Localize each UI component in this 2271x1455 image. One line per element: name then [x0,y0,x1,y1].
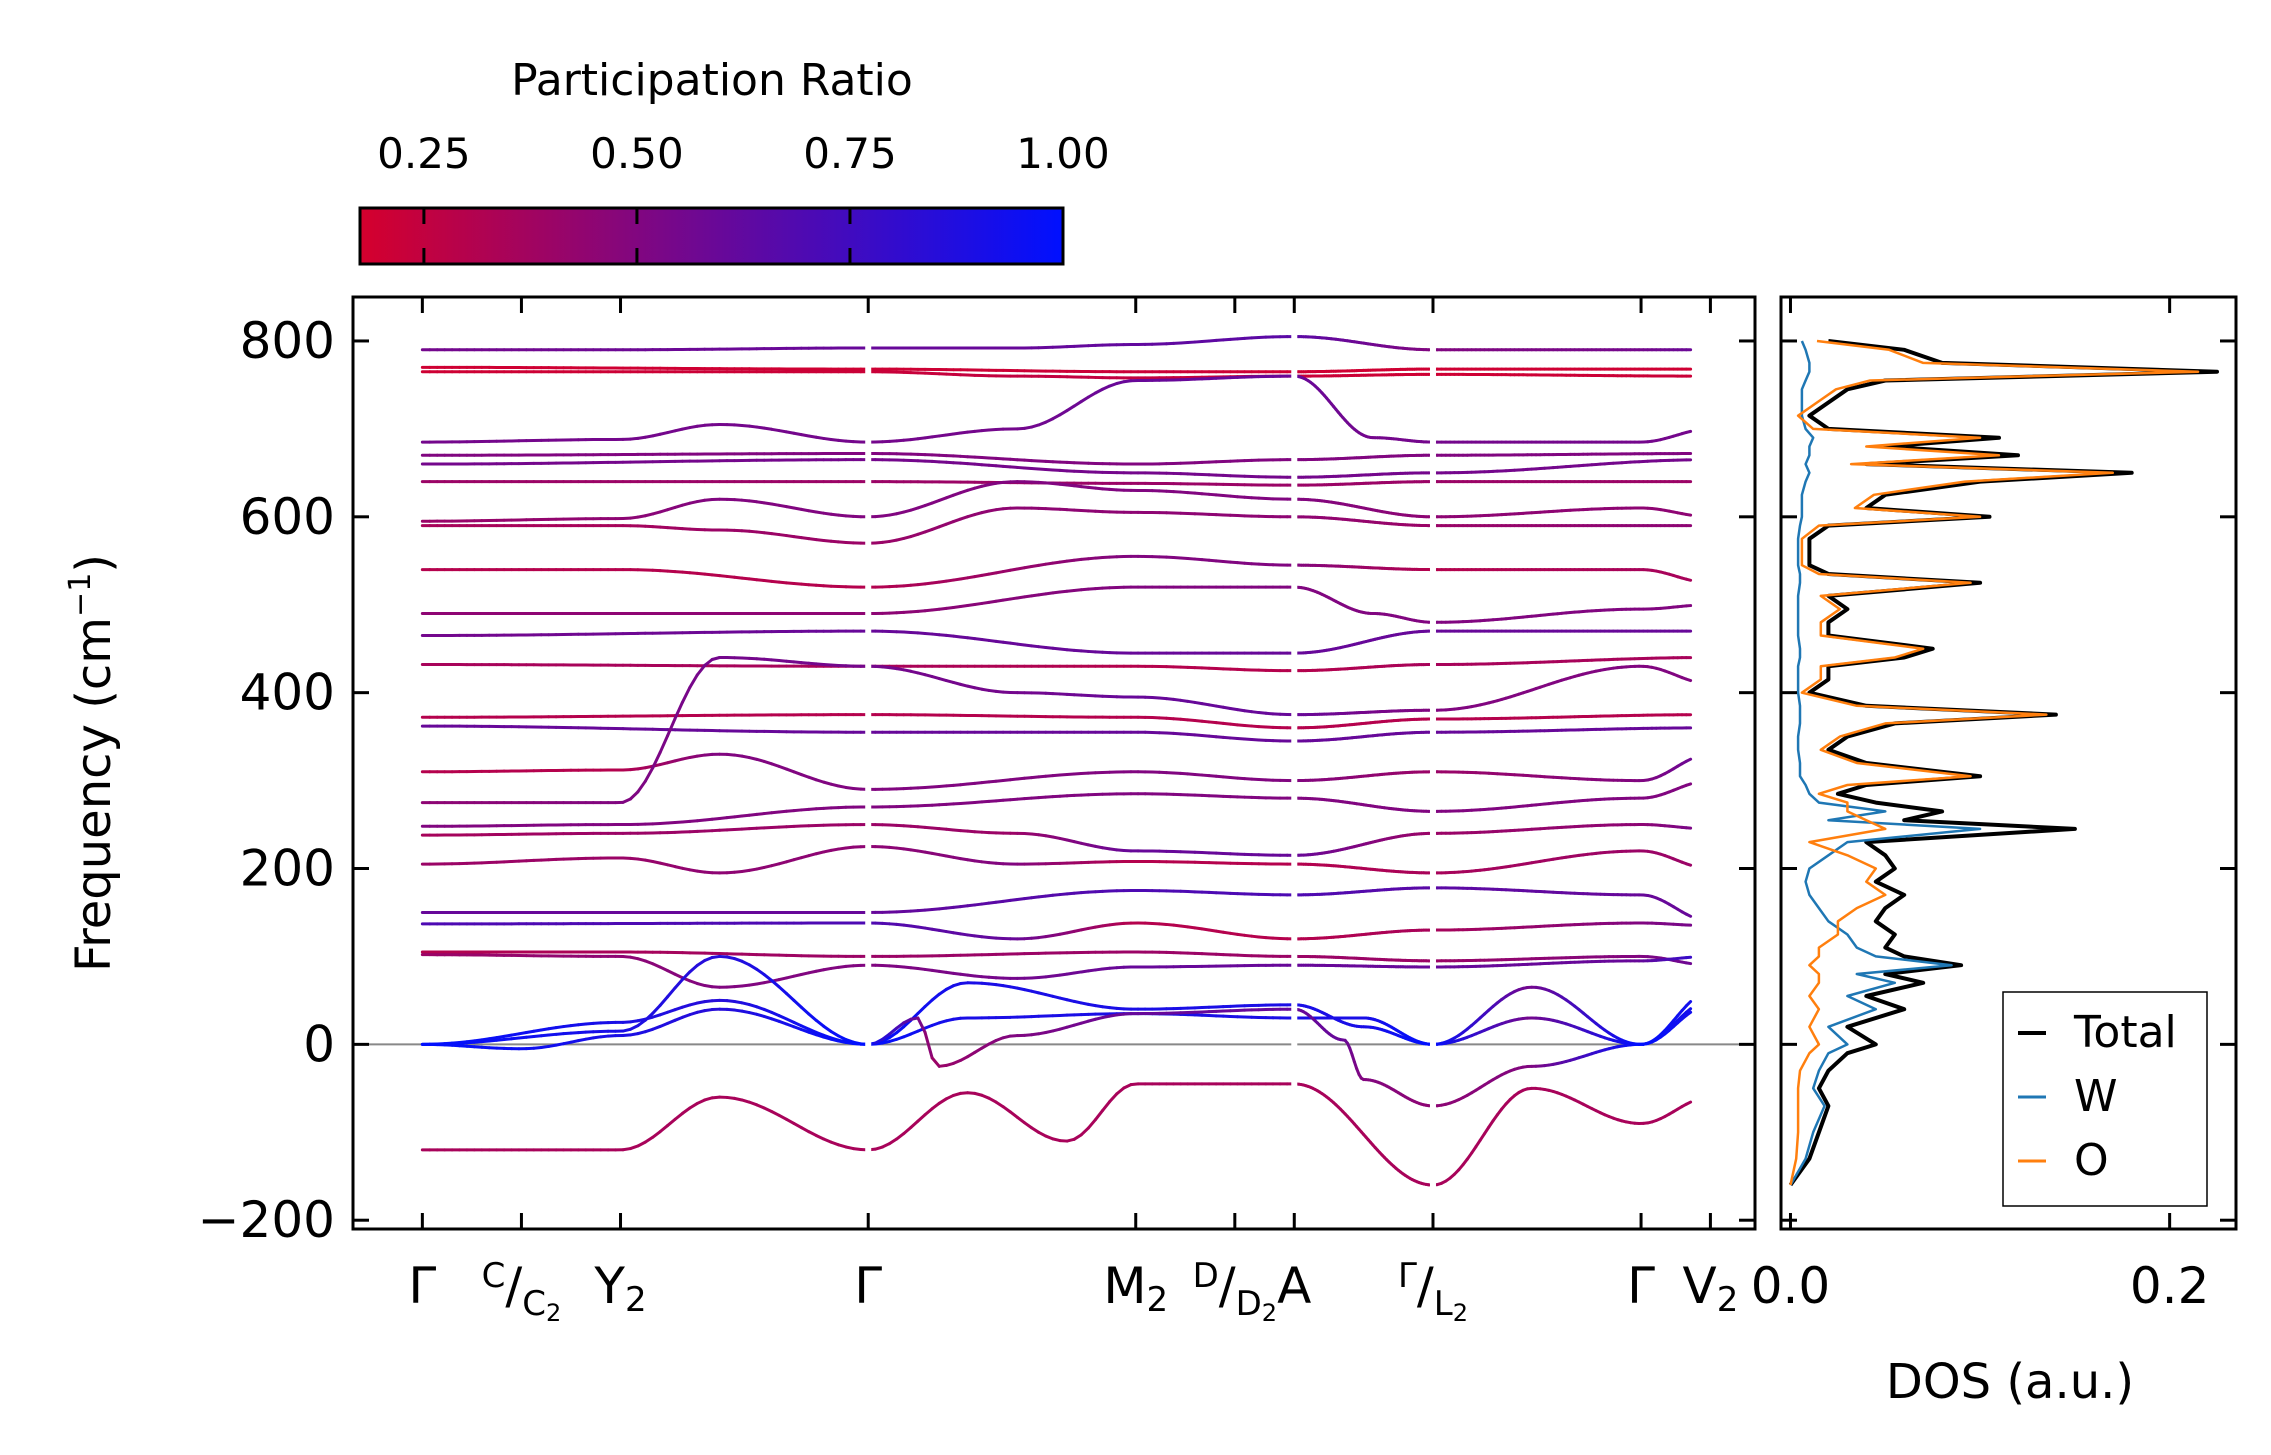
band-line-piece [651,750,662,770]
band-band-5 [420,452,1693,466]
band-band-7 [420,480,1693,487]
band-line-piece [1684,577,1693,582]
band-band-6 [420,458,1693,479]
band-band-13 [420,656,1693,673]
band-line-piece [1684,757,1693,763]
band-line-piece [628,790,640,801]
band-band-4 [420,374,1693,444]
band-line-piece [1684,429,1693,434]
band-band-20 [420,845,1693,875]
band-band-15 [420,724,1693,743]
band-band-1 [420,335,1693,352]
colorbar-tick-label: 0.50 [590,129,684,178]
band-line-piece [695,663,707,677]
band-line-piece [673,700,684,721]
band-line-piece [1684,782,1693,787]
band-line-piece [680,685,692,704]
band-line-piece [636,779,647,794]
band-line-piece [666,717,677,738]
band-band-19 [420,823,1693,857]
colorbar-gradient [358,206,1065,266]
band-band-2 [420,365,1693,374]
band-band-17 [420,655,1693,805]
band-line-piece [658,734,670,754]
band-line-piece [1684,677,1693,683]
band-band-21 [420,886,1693,918]
band-band-11 [420,585,1693,624]
band-line-piece [688,673,699,689]
colorbar-tick-label: 1.00 [1016,129,1110,178]
colorbar-tick-label: 0.25 [377,129,471,178]
band-band-18 [420,782,1693,828]
band-line-piece [1684,512,1693,517]
band-band-8 [420,480,1693,523]
colorbar-tick-label: 0.75 [803,129,897,178]
band-band-10 [420,554,1693,589]
band-line-piece [1684,862,1693,867]
band-band-12 [420,629,1693,655]
colorbar-title: Participation Ratio [511,55,913,106]
band-band-16 [420,752,1693,791]
band-line-piece [643,766,655,783]
colorbar: Participation Ratio 0.25 0.50 0.75 1.00 [358,55,1110,266]
band-line-piece [703,657,714,667]
band-band-14 [420,713,1693,730]
band-series-group [420,335,1693,1187]
band-band-9 [420,506,1693,545]
